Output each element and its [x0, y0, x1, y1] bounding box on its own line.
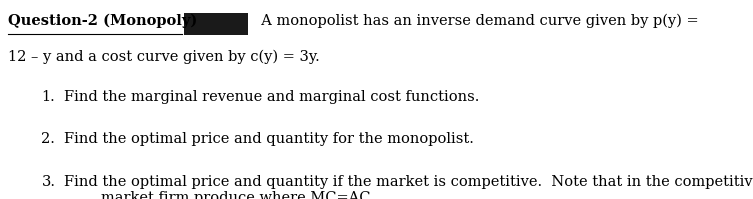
Text: Find the optimal price and quantity for the monopolist.: Find the optimal price and quantity for … [64, 132, 474, 146]
Text: 2.: 2. [41, 132, 55, 146]
Text: A monopolist has an inverse demand curve given by p(y) =: A monopolist has an inverse demand curve… [252, 14, 698, 28]
Text: 12 – y and a cost curve given by c(y) = 3y.: 12 – y and a cost curve given by c(y) = … [8, 50, 319, 64]
Text: Find the optimal price and quantity if the market is competitive.  Note that in : Find the optimal price and quantity if t… [64, 175, 753, 199]
Bar [184, 13, 248, 35]
Text: 3.: 3. [41, 175, 56, 189]
Text: Find the marginal revenue and marginal cost functions.: Find the marginal revenue and marginal c… [64, 90, 480, 103]
Text: 1.: 1. [41, 90, 55, 103]
Text: Question-2 (Monopoly): Question-2 (Monopoly) [8, 14, 197, 28]
